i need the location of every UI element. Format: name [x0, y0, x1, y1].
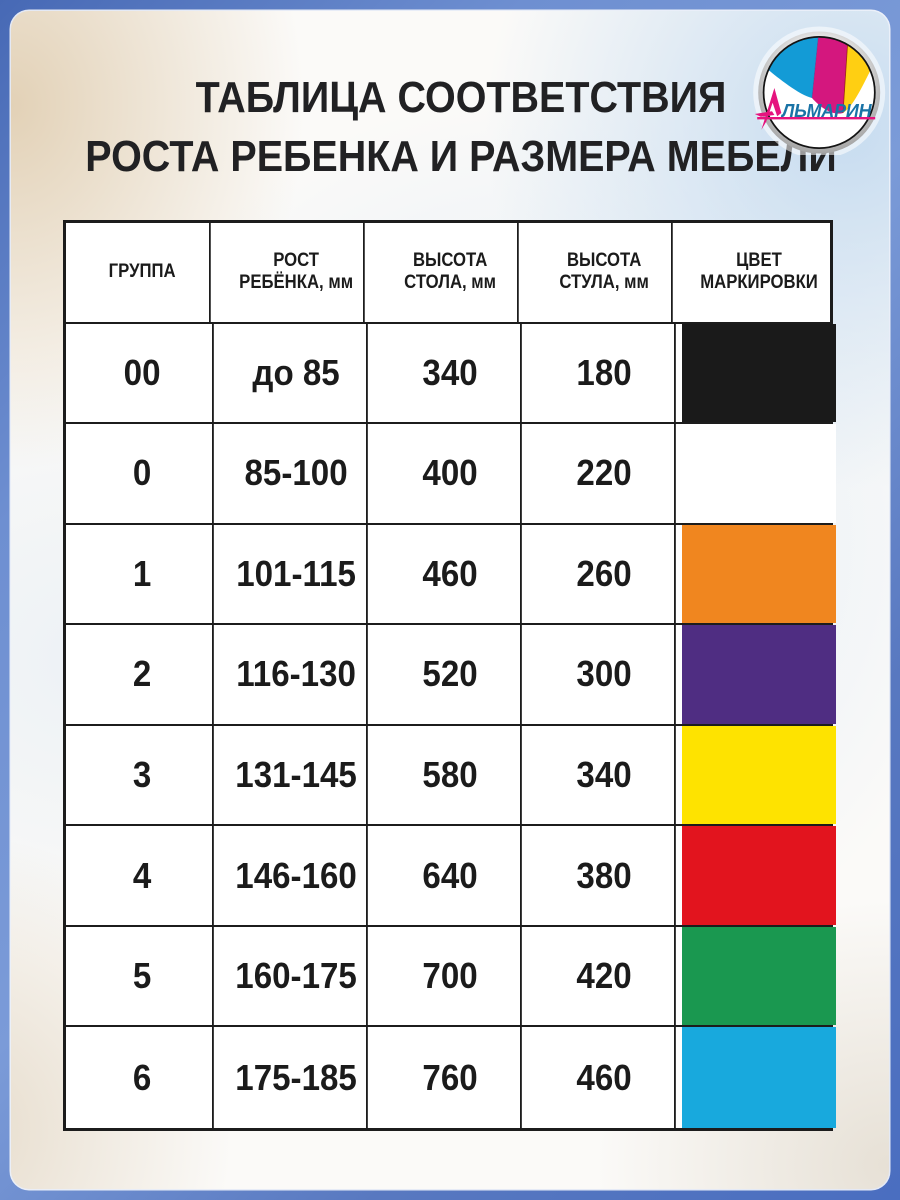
svg-text:ЛЬМАРИН: ЛЬМАРИН: [780, 101, 873, 121]
